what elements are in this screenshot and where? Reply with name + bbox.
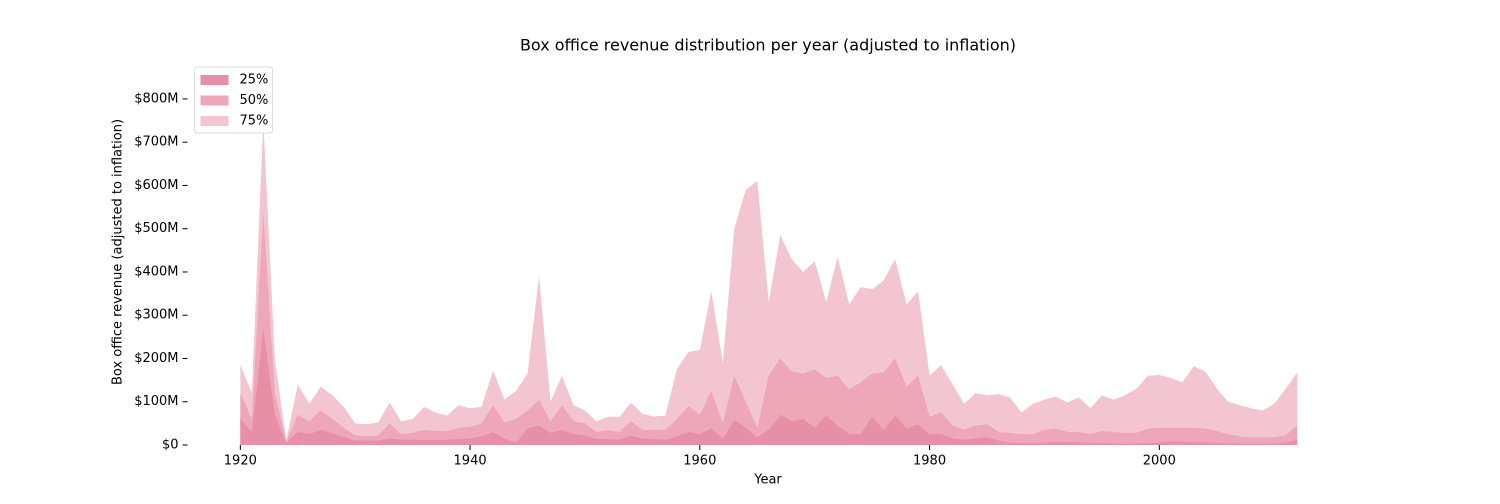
- legend: 25% 50% 75%: [194, 66, 273, 134]
- x-tick-label: 1980: [913, 454, 946, 469]
- legend-label: 50%: [240, 93, 269, 108]
- x-tick-label: 1940: [454, 454, 487, 469]
- area: [240, 211, 1298, 445]
- y-tick-label: $0: [162, 438, 179, 453]
- y-tick-label: $500M: [134, 221, 178, 236]
- y-tick-label: $700M: [134, 135, 178, 150]
- y-tick-label: $300M: [134, 308, 178, 323]
- plot-area: [240, 120, 1298, 445]
- y-tick-label: $100M: [134, 394, 178, 409]
- legend-swatch: [200, 116, 229, 126]
- legend-label: 75%: [240, 114, 269, 129]
- x-tick-label: 1960: [683, 454, 716, 469]
- y-tick-label: $400M: [134, 264, 178, 279]
- legend-swatch: [200, 95, 229, 106]
- y-tick-label: $200M: [134, 351, 178, 366]
- legend-label: 25%: [240, 73, 269, 88]
- x-tick-label: 1920: [224, 454, 257, 469]
- y-tick-label: $800M: [134, 91, 178, 106]
- y-axis-label: Box office revenue (adjusted to inflatio…: [111, 119, 126, 385]
- y-tick-label: $600M: [134, 178, 178, 193]
- x-axis-label: Year: [753, 473, 782, 488]
- legend-swatch: [200, 75, 229, 85]
- x-tick-label: 2000: [1143, 454, 1176, 469]
- chart-title: Box office revenue distribution per year…: [520, 36, 1016, 55]
